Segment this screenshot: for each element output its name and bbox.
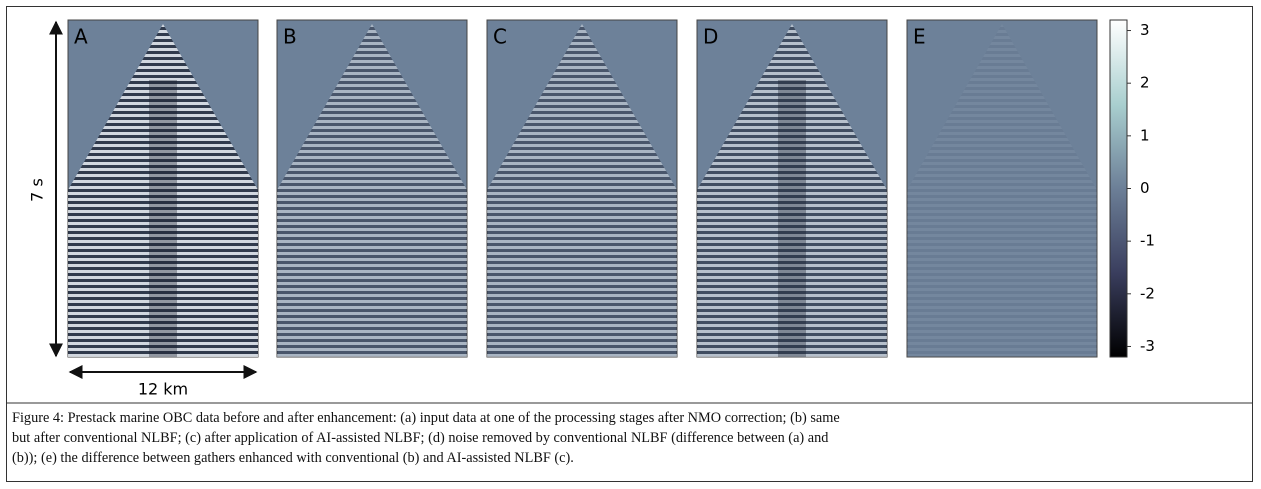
x-label: 12 km — [138, 380, 188, 399]
panel-label: B — [283, 25, 297, 49]
seismic-signal — [697, 24, 887, 357]
panel-label: E — [913, 25, 926, 49]
noise-column — [778, 80, 806, 357]
colorbar-tick-label: 0 — [1140, 179, 1150, 197]
caption-line: (b)); (e) the difference between gathers… — [12, 450, 574, 466]
seismic-signal — [277, 24, 467, 357]
panel-label: C — [493, 25, 507, 49]
colorbar-tick-label: -3 — [1140, 337, 1155, 355]
colorbar-tick-label: -2 — [1140, 284, 1155, 302]
panel-label: A — [74, 25, 88, 49]
seismic-signal — [68, 24, 258, 357]
y-label: 7 s — [28, 178, 47, 202]
panel-label: D — [703, 25, 718, 49]
figure-frame — [6, 6, 1253, 482]
colorbar — [1109, 19, 1128, 358]
colorbar-tick-label: 1 — [1140, 126, 1150, 144]
seismic-signal — [907, 24, 1097, 357]
noise-column — [149, 80, 177, 357]
colorbar-tick-label: 2 — [1140, 74, 1150, 92]
caption-line: Figure 4: Prestack marine OBC data befor… — [12, 410, 840, 426]
caption-line: but after conventional NLBF; (c) after a… — [12, 430, 829, 446]
colorbar-tick-label: 3 — [1140, 21, 1150, 39]
caption: Figure 4: Prestack marine OBC data befor… — [12, 408, 1247, 468]
seismic-signal — [487, 24, 677, 357]
colorbar-tick-label: -1 — [1140, 232, 1155, 250]
